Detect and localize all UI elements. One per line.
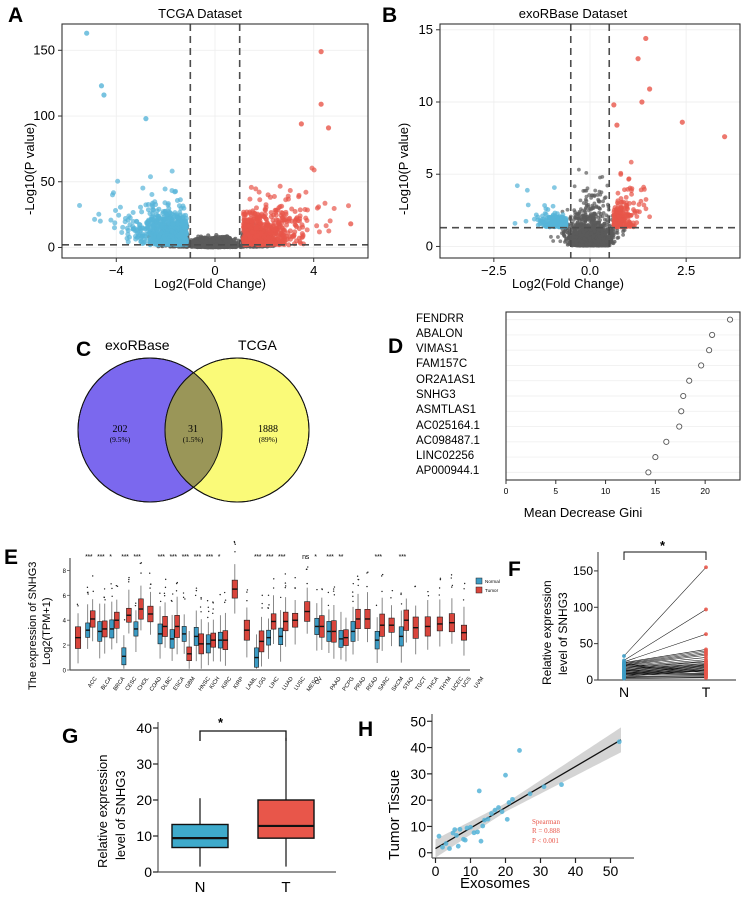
venn-label-left: exoRBase (105, 337, 170, 353)
panel-g-ylabel-2: level of SNHG3 (113, 770, 128, 860)
significance-marker: *** (253, 554, 262, 561)
annot-method: Spearman (532, 818, 560, 826)
panel-a-letter: A (8, 4, 24, 27)
panel-f-ylabel-2: level of SNHG3 (556, 592, 570, 675)
panel-h-letter: H (358, 718, 374, 741)
panel-c-letter: C (76, 338, 92, 361)
gene-label: AC025164.1 (416, 419, 480, 432)
panel-b-xlabel: Log2(Fold Change) (511, 276, 625, 291)
panel-f-letter: F (508, 558, 521, 581)
panel-g: G Relative expression level of SNHG3 * 0… (40, 700, 360, 901)
panel-f: F Relative expression level of SNHG3 * 0… (490, 530, 750, 705)
significance-marker: *** (97, 554, 105, 561)
panel-b-title: exoRBase Dataset (518, 6, 628, 21)
annot-p: P < 0.001 (532, 836, 559, 845)
panel-h: H Tumor Tissue Exosomes Spearman R = 0.8… (350, 700, 750, 901)
significance-marker: *** (278, 554, 286, 561)
significance-marker: * (314, 554, 317, 561)
panel-g-significance: * (218, 715, 224, 730)
significance-marker: *** (133, 554, 141, 561)
gene-label: FENDRR (416, 312, 464, 325)
gene-label: LINC02256 (416, 450, 475, 463)
panel-d-plot: 0 5 10 15 20 (504, 311, 741, 496)
significance-marker: *** (266, 554, 274, 561)
significance-marker: *** (157, 554, 165, 561)
venn-diagram: 202(9.5%)31(1.5%)1888(89%) (77, 357, 310, 503)
significance-marker: *** (169, 554, 178, 561)
panel-h-annotation: Spearman R = 0.888 P < 0.001 (532, 818, 560, 846)
significance-marker: * (217, 554, 221, 561)
svg-text:0: 0 (48, 239, 55, 254)
significance-marker: ns (302, 554, 309, 561)
legend-label: Tumor (485, 587, 499, 593)
gene-label: VIMAS1 (416, 343, 459, 356)
panel-f-significance: * (660, 538, 666, 553)
venn-label-right: TCGA (238, 337, 277, 353)
panel-b-letter: B (382, 4, 398, 27)
panel-d: D Mean Decrease Gini FENDRR ABALON VIMAS1 F… (378, 300, 750, 530)
svg-text:100: 100 (33, 108, 55, 123)
annot-r: R = 0.888 (532, 827, 560, 836)
gene-label: ASMTLAS1 (416, 404, 477, 417)
panel-g-ylabel-1: Relative expression (95, 754, 110, 868)
significance-marker: *** (205, 554, 214, 561)
gene-label: AC098487.1 (416, 434, 480, 447)
panel-e: E The expression of SNHG3 Log2(TPM+1) AC… (0, 530, 500, 705)
panel-d-letter: D (388, 335, 404, 358)
significance-marker: *** (326, 554, 334, 561)
significance-marker: *** (193, 554, 202, 561)
panel-a: A TCGA Dataset -Log10(P value) Log2(Fold… (0, 0, 378, 300)
significance-marker: *** (181, 554, 190, 561)
panel-g-letter: G (62, 725, 79, 748)
panel-h-ylabel: Tumor Tissue (386, 769, 403, 860)
significance-marker: *** (121, 554, 129, 561)
significance-marker: *** (85, 554, 93, 561)
panel-e-ylabel-2: Log2(TPM+1) (41, 597, 53, 665)
panel-e-ylabel-1: The expression of SNHG3 (27, 561, 39, 690)
panel-a-title: TCGA Dataset (158, 6, 242, 21)
panel-c: C exoRBase TCGA 202 (9.5%) 31 (1.5%) 1888 (89… (0, 300, 378, 530)
panel-d-xlabel: Mean Decrease Gini (523, 505, 643, 520)
gene-label: SNHG3 (416, 389, 456, 401)
gene-label: FAM157C (416, 358, 468, 371)
gene-label: OR2A1AS1 (416, 373, 476, 386)
panel-a-xlabel: Log2(Fold Change) (153, 276, 267, 291)
panel-b: B exoRBase Dataset -Log10(P value) Log2(… (378, 0, 750, 300)
gene-label: ABALON (416, 327, 463, 340)
gene-label: AP000944.1 (416, 465, 480, 478)
significance-marker: * (109, 554, 112, 561)
svg-text:50: 50 (41, 174, 55, 189)
svg-text:150: 150 (33, 42, 55, 57)
panel-a-ylabel: -Log10(P value) (22, 122, 37, 215)
significance-marker: ** (338, 554, 344, 561)
panel-h-xlabel: Exosomes (459, 875, 531, 892)
panel-f-ylabel-1: Relative expression (540, 580, 554, 685)
panel-b-ylabel: -Log10(P value) (396, 122, 411, 215)
significance-marker: *** (374, 554, 383, 561)
panel-e-letter: E (4, 546, 19, 569)
legend-label: Normal (485, 578, 500, 584)
significance-marker: *** (398, 554, 407, 561)
